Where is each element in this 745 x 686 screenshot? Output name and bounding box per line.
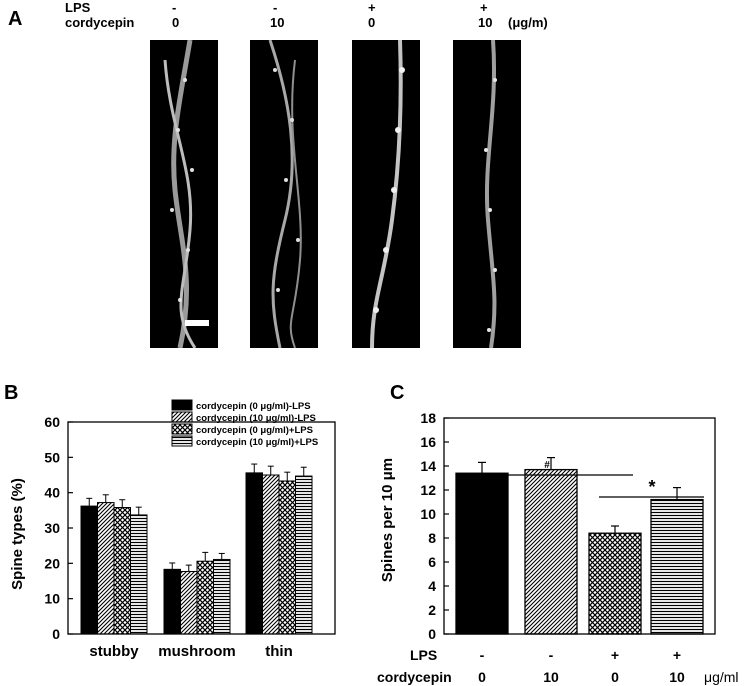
- panel-b-y-tick-label: 20: [44, 555, 60, 571]
- micrograph-4: [453, 39, 521, 349]
- panel-b-bar: [180, 570, 198, 635]
- panel-b-bar: [213, 558, 231, 635]
- panel-b-legend-label: cordycepin (0 μg/ml)+LPS: [196, 425, 313, 436]
- panel-c-y-tick-label: 4: [428, 578, 436, 594]
- panel-c-row-label-lps: LPS: [410, 647, 437, 663]
- panel-b-bar: [262, 474, 280, 635]
- panel-b-y-tick-label: 10: [44, 591, 60, 607]
- panel-b-label: B: [4, 382, 19, 404]
- panel-b-y-axis-label: Spine types (%): [9, 478, 26, 590]
- row-label-cordycepin: cordycepin: [65, 15, 135, 30]
- panel-b-bar: [97, 502, 115, 635]
- micrograph-3: [352, 39, 420, 349]
- panel-b-y-tick-label: 60: [44, 414, 60, 430]
- panel-c-y-tick-label: 14: [420, 458, 436, 474]
- panel-c-label: C: [390, 382, 405, 404]
- panel-b-bar: [295, 475, 313, 635]
- panel-c-lps-value: -: [549, 647, 554, 663]
- panel-b-chart: 0 10 20 30 40 50 60 stubby mushroom thin cordycepi…: [9, 399, 336, 660]
- micrograph-2: [250, 39, 318, 349]
- panel-c-unit-label: μg/ml: [704, 669, 739, 685]
- col1-lps: -: [172, 0, 177, 15]
- micrograph-1: [150, 39, 218, 349]
- panel-b-bar: [245, 472, 263, 635]
- panel-c-y-tick-label: 6: [428, 554, 436, 570]
- panel-c-cordycepin-value: 0: [478, 669, 486, 685]
- panel-c-bar: [650, 498, 704, 635]
- col1-cordycepin: 0: [172, 15, 180, 30]
- panel-b-category-label: stubby: [89, 643, 139, 660]
- row-label-lps: LPS: [65, 0, 91, 15]
- panel-c-annotation-star: *: [648, 477, 655, 497]
- panel-c-annotation-hash: #: [544, 460, 550, 471]
- panel-c-lps-value: +: [673, 647, 681, 663]
- panel-b-bar: [163, 568, 181, 635]
- panel-b-legend-swatch: [171, 423, 193, 435]
- panel-c-y-tick-label: 16: [420, 434, 436, 450]
- col3-lps: +: [368, 0, 376, 15]
- col3-cordycepin: 0: [368, 15, 376, 30]
- panel-c-lps-value: -: [480, 647, 485, 663]
- unit-label: (μg/m): [508, 15, 548, 30]
- panel-b-legend-label: cordycepin (10 μg/ml)-LPS: [196, 413, 316, 424]
- col2-cordycepin: 10: [270, 15, 285, 30]
- panel-b-y-tick-label: 0: [52, 626, 60, 642]
- panel-b-legend-swatch: [171, 411, 193, 423]
- panel-c-bar: [588, 532, 642, 635]
- panel-c-cordycepin-value: 10: [543, 669, 559, 685]
- panel-b-legend-label: cordycepin (10 μg/ml)+LPS: [196, 437, 318, 448]
- panel-b-legend-label: cordycepin (0 μg/ml)-LPS: [196, 401, 311, 412]
- panel-b-bar: [113, 507, 131, 635]
- panel-c-lps-value: +: [611, 647, 619, 663]
- panel-c-bar: [524, 468, 578, 635]
- panel-c-y-tick-label: 12: [420, 482, 436, 498]
- panel-c-cordycepin-value: 0: [611, 669, 619, 685]
- panel-c-y-tick-label: 0: [428, 626, 436, 642]
- panel-b-category-label: thin: [265, 643, 293, 660]
- panel-c-y-tick-label: 8: [428, 530, 436, 546]
- panel-b-legend-swatch: [171, 399, 193, 411]
- panel-c-row-label-cordycepin: cordycepin: [377, 669, 452, 685]
- panel-c-plot-frame: [443, 417, 716, 635]
- panel-a-label: A: [8, 8, 23, 30]
- panel-b-y-tick-label: 40: [44, 485, 60, 501]
- panel-c-y-tick-label: 10: [420, 506, 436, 522]
- col4-lps: +: [480, 0, 488, 15]
- panel-c-cordycepin-value: 10: [669, 669, 685, 685]
- panel-c-y-tick-label: 18: [420, 410, 436, 426]
- panel-c-chart: 0 2 4 6 8 10 12 14 16 18 - 0 - 10 +0 +10 LPS cordycepin μg…: [377, 410, 739, 685]
- panel-b-bar: [130, 514, 148, 635]
- panel-b-y-tick-label: 50: [44, 449, 60, 465]
- panel-b-bar: [278, 480, 296, 635]
- panel-b-legend-swatch: [171, 435, 193, 447]
- panel-c-y-tick-label: 2: [428, 602, 436, 618]
- panel-b-bar: [196, 560, 214, 635]
- panel-c-bar: [455, 472, 509, 635]
- panel-c-y-axis-label: Spines per 10 μm: [379, 458, 396, 582]
- col4-cordycepin: 10: [478, 15, 493, 30]
- panel-b-y-tick-label: 30: [44, 520, 60, 536]
- col2-lps: -: [273, 0, 278, 15]
- panel-b-bar: [80, 505, 98, 635]
- panel-b-category-label: mushroom: [158, 643, 236, 660]
